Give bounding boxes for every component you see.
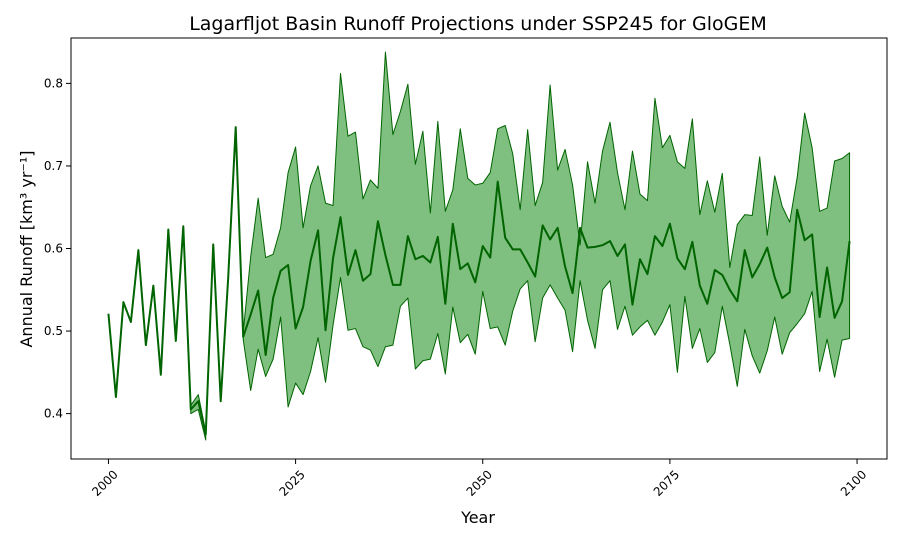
uncertainty-bands <box>190 51 851 441</box>
y-tick-label: 0.5 <box>44 324 63 338</box>
x-axis-ticks: 2000 2025 2050 2075 2100 <box>89 459 869 499</box>
y-tick-label: 0.4 <box>44 407 63 421</box>
x-tick-label: 2075 <box>651 467 682 498</box>
y-axis-label: Annual Runoff [km³ yr⁻¹] <box>17 150 36 347</box>
x-tick-label: 2050 <box>464 467 495 498</box>
series-lines <box>107 126 851 436</box>
y-tick-label: 0.7 <box>44 159 63 173</box>
x-tick-label: 2100 <box>838 467 869 498</box>
x-tick-label: 2025 <box>276 467 307 498</box>
uncertainty-band <box>242 51 851 408</box>
x-tick-label: 2000 <box>89 467 120 498</box>
x-axis-label: Year <box>460 508 495 527</box>
y-axis-ticks: 0.4 0.5 0.6 0.7 0.8 <box>44 76 71 421</box>
chart-title: Lagarfljot Basin Runoff Projections unde… <box>189 13 767 35</box>
plot-area <box>107 51 851 441</box>
y-tick-label: 0.8 <box>44 76 63 90</box>
series-line <box>107 126 851 436</box>
y-tick-label: 0.6 <box>44 242 63 256</box>
